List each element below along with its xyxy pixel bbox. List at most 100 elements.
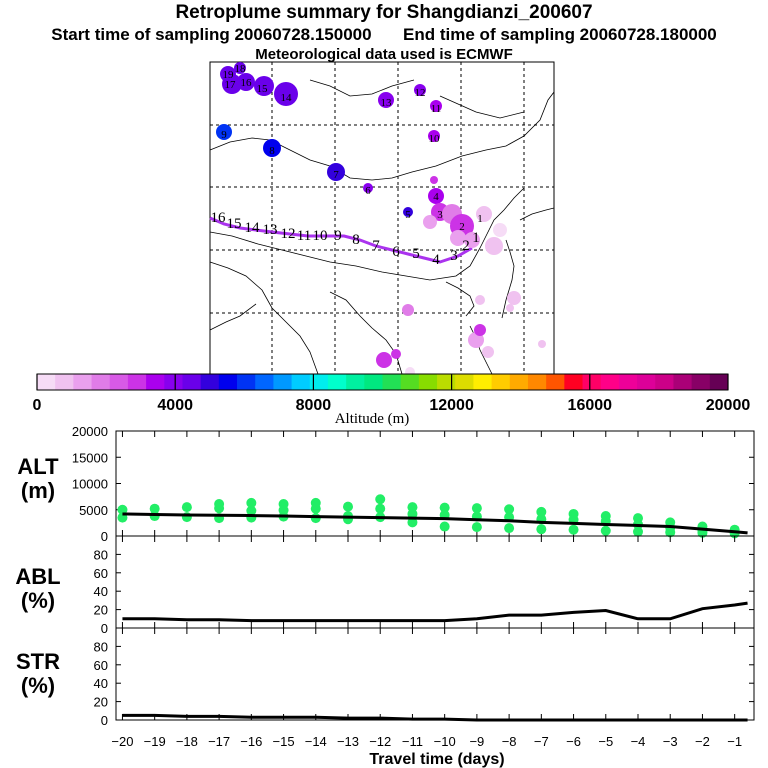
track-label: 4 — [432, 252, 440, 268]
cluster-label: 4 — [433, 191, 439, 203]
x-tick-label: −12 — [369, 734, 391, 749]
y-tick-label: 10000 — [72, 477, 108, 492]
cluster-marker — [482, 346, 494, 358]
track-label: 13 — [263, 222, 278, 238]
track-label: 1 — [472, 230, 480, 246]
alt-panel: 0 5000 10000 15000 20000 — [72, 424, 755, 544]
x-tick-label: −18 — [176, 734, 198, 749]
x-tick-label: −20 — [111, 734, 133, 749]
x-tick-label: −10 — [434, 734, 456, 749]
cluster-marker — [234, 62, 246, 74]
colorbar-swatch — [546, 374, 565, 390]
cluster-altitude-point — [407, 517, 418, 528]
y-tick-label: 60 — [94, 658, 108, 673]
met-data-label: Meteorological data used is ECMWF — [255, 46, 513, 63]
cluster-label: 16 — [241, 77, 253, 89]
cluster-altitude-point — [504, 504, 515, 515]
cluster-altitude-point — [407, 508, 418, 519]
cluster-altitude-point — [471, 522, 482, 533]
cluster-altitude-point — [310, 497, 321, 508]
cluster-marker — [493, 223, 507, 237]
panel-frame — [115, 430, 755, 537]
cluster-marker — [476, 206, 492, 222]
cluster-altitude-point — [568, 524, 579, 535]
cluster-marker — [402, 304, 414, 316]
track-label: 9 — [334, 228, 342, 244]
cluster-altitude-point — [310, 513, 321, 524]
y-tick-label: 40 — [94, 584, 108, 599]
cluster-marker — [403, 207, 413, 217]
cluster-marker — [464, 232, 480, 248]
cluster-label: 14 — [281, 92, 293, 104]
x-tick-label: −4 — [631, 734, 646, 749]
cluster-marker — [274, 82, 298, 106]
y-tick-label: 20 — [94, 695, 108, 710]
colorbar-swatch — [382, 374, 402, 390]
track-label: 3 — [450, 248, 458, 264]
colorbar-swatch — [418, 374, 438, 390]
cluster-label: 8 — [269, 145, 275, 157]
cluster-marker — [216, 124, 232, 140]
cluster-altitude-point — [214, 498, 225, 509]
cluster-label: 18 — [235, 63, 247, 75]
colorbar-swatch — [582, 374, 602, 390]
chart-title: Retroplume summary for Shangdianzi_20060… — [175, 2, 593, 23]
track-label: 2 — [462, 238, 470, 254]
cluster-marker — [475, 295, 485, 305]
x-tick-label: −5 — [598, 734, 613, 749]
colorbar-swatch — [509, 374, 529, 390]
track-label: 6 — [392, 244, 400, 260]
abl-series-line — [122, 601, 748, 623]
track-label: 14 — [245, 220, 261, 236]
colorbar-swatch — [255, 374, 274, 390]
colorbar-swatch — [455, 374, 474, 390]
x-tick-label: −19 — [144, 734, 166, 749]
colorbar-swatch — [346, 374, 365, 390]
colorbar-swatch — [164, 374, 183, 390]
y-tick-label: 40 — [94, 676, 108, 691]
cluster-marker — [378, 92, 394, 108]
cluster-marker — [430, 176, 438, 184]
cluster-altitude-point — [536, 506, 547, 517]
y-tick-label: 20000 — [72, 424, 108, 439]
cluster-label: 3 — [437, 209, 443, 221]
colorbar-swatch — [618, 374, 638, 390]
cluster-marker — [237, 73, 255, 91]
colorbar-tick-label: 20000 — [706, 397, 751, 414]
cluster-altitude-point — [504, 523, 515, 534]
cluster-label: 11 — [431, 103, 442, 115]
str-axis-label: STR (%) — [8, 650, 68, 698]
colorbar-tick-label: 0 — [33, 397, 42, 414]
abl-panel: 0 20 40 60 80 — [94, 535, 755, 636]
colorbar-swatch — [146, 374, 165, 390]
alt-series-line — [122, 512, 748, 535]
colorbar-swatch — [400, 374, 420, 390]
abl-axis-label: ABL (%) — [8, 565, 68, 613]
colorbar-tick-label: 8000 — [296, 397, 332, 414]
cluster-altitude-point — [375, 503, 386, 514]
track-line — [209, 216, 473, 264]
track-label: 5 — [412, 246, 420, 262]
colorbar-swatch — [218, 374, 238, 390]
colorbar-swatch — [655, 374, 674, 390]
sampling-times: Start time of sampling 20060728.150000 E… — [0, 25, 768, 45]
cluster-altitude-point — [117, 504, 128, 515]
colorbar-swatch — [91, 374, 111, 390]
track-label: 8 — [352, 232, 360, 248]
cluster-marker — [254, 76, 274, 96]
cluster-altitude-point — [439, 521, 450, 532]
y-tick-label: 0 — [101, 621, 108, 636]
cluster-marker — [222, 74, 242, 94]
cluster-marker — [430, 100, 442, 112]
y-tick-label: 0 — [101, 713, 108, 728]
x-axis: −20 −19 −18 −17 −16 −15 −14 −13 −12 −11 −10 −9 −8 −7 −… — [111, 734, 742, 749]
colorbar-swatch — [437, 374, 456, 390]
x-tick-label: −14 — [305, 734, 327, 749]
cluster-altitude-point — [149, 511, 160, 522]
colorbar-tick-label: 4000 — [157, 397, 193, 414]
cluster-label: 6 — [365, 185, 371, 197]
colorbar-swatch — [200, 374, 220, 390]
cluster-altitude-point — [181, 502, 192, 513]
cluster-altitude-point — [343, 501, 353, 512]
